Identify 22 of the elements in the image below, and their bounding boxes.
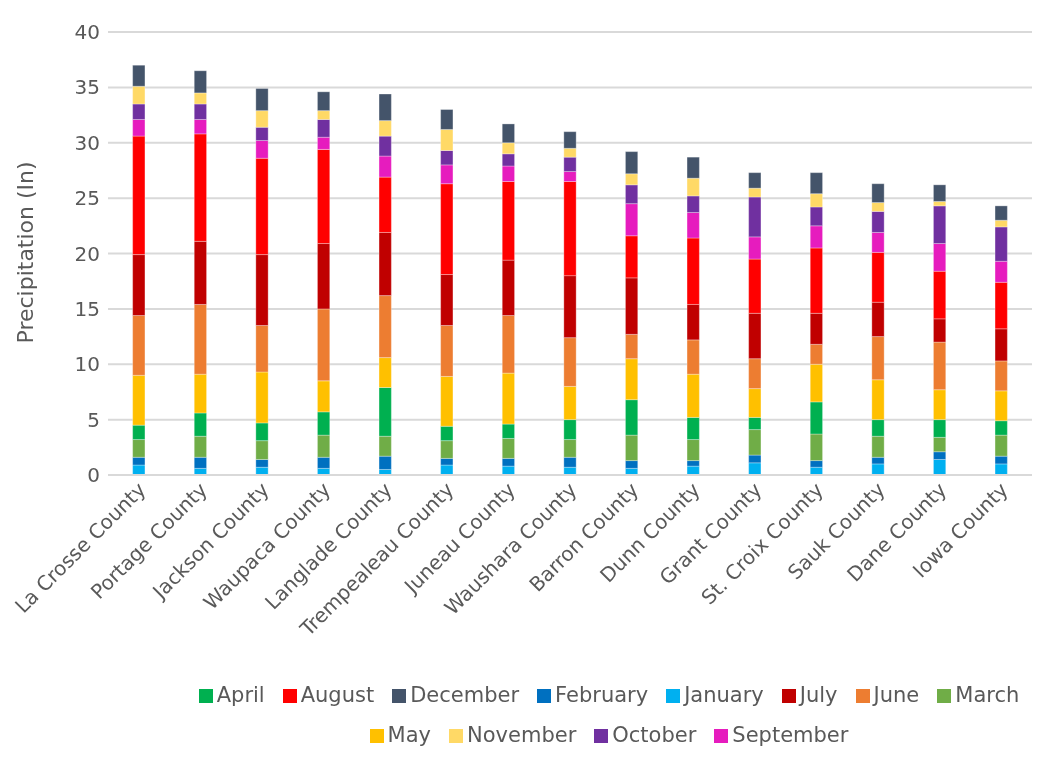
- y-tick-label: 40: [74, 20, 100, 45]
- y-tick-label: 0: [87, 463, 100, 488]
- legend-label: April: [216, 683, 265, 707]
- legend-label: November: [467, 723, 577, 747]
- legend-label: October: [612, 723, 697, 747]
- y-tick-label: 10: [74, 352, 100, 377]
- legend-label: February: [555, 683, 649, 707]
- y-tick-label: 20: [74, 241, 100, 266]
- y-axis-title: Precipitation (In): [12, 161, 38, 344]
- legend-label: August: [300, 683, 375, 707]
- legend-label: September: [732, 723, 849, 747]
- y-tick-label: 15: [74, 296, 100, 321]
- legend-label: May: [387, 723, 432, 747]
- y-tick-label: 5: [87, 407, 100, 432]
- y-tick-label: 25: [74, 186, 100, 211]
- legend-label: March: [955, 683, 1020, 707]
- legend-label: December: [410, 683, 520, 707]
- y-tick-label: 30: [74, 130, 100, 155]
- legend-label: June: [873, 683, 920, 707]
- legend-label: July: [799, 683, 838, 707]
- y-tick-label: 35: [74, 75, 100, 100]
- legend-label: January: [684, 683, 764, 707]
